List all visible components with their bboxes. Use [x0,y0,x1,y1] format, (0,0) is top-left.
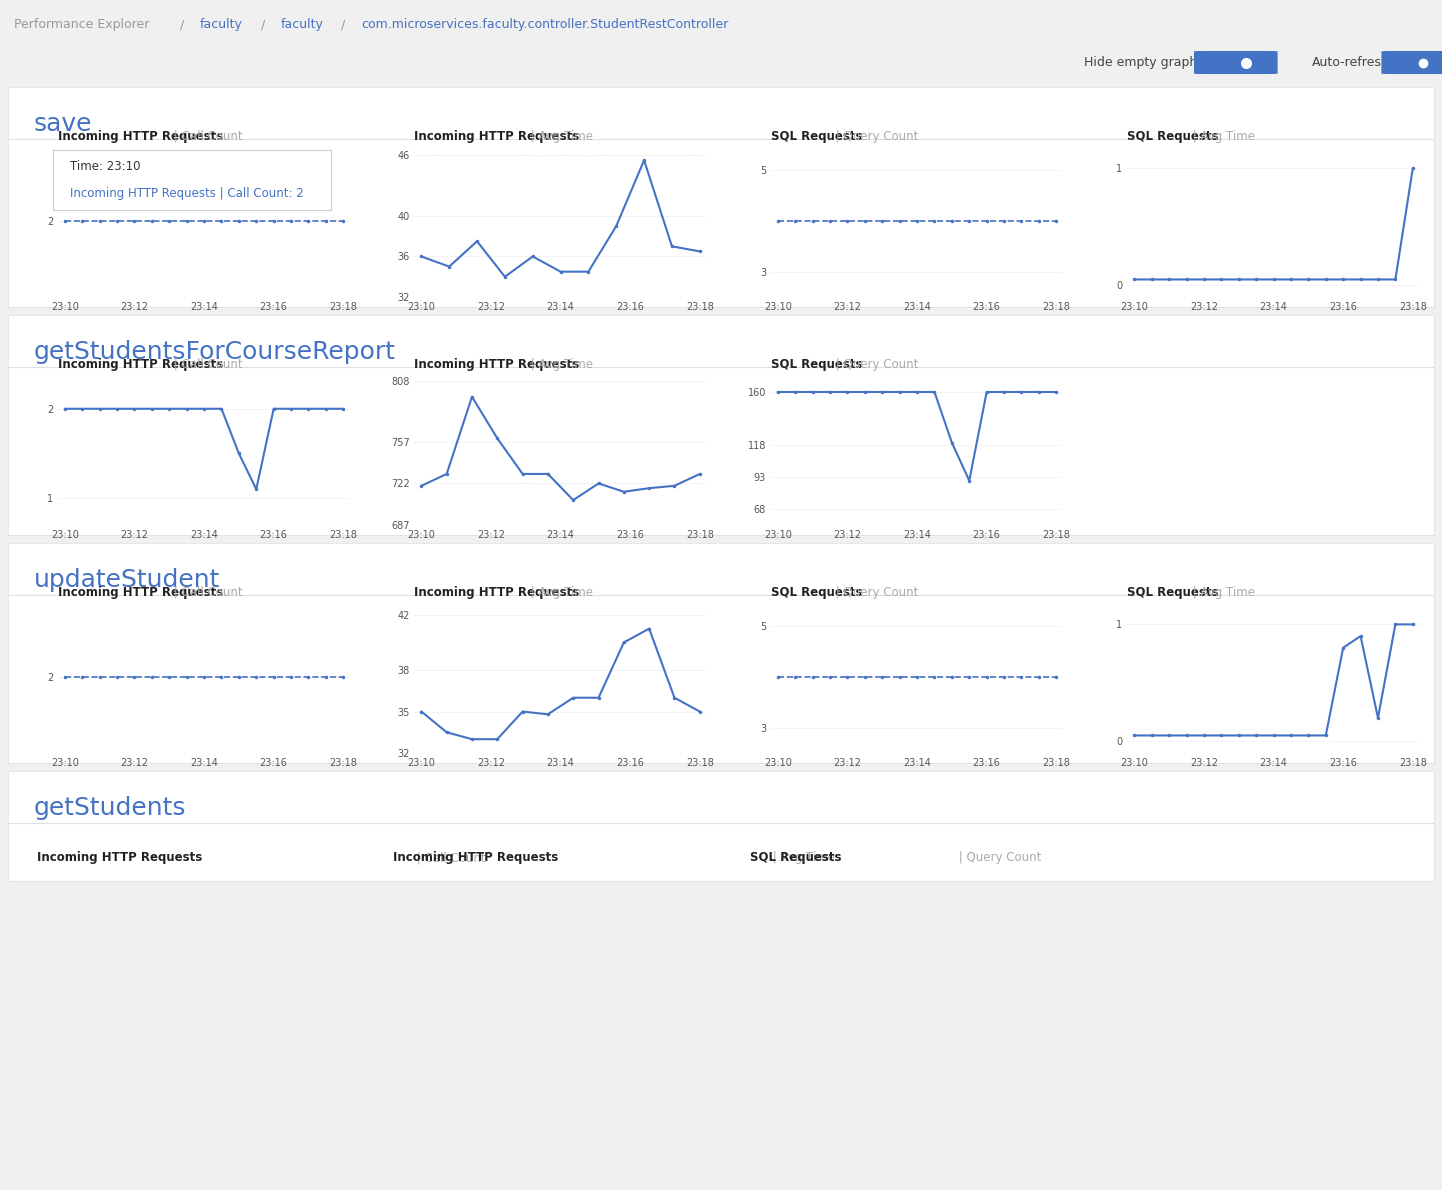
Text: | Avg Time: | Avg Time [1188,130,1255,143]
Text: Incoming HTTP Requests: Incoming HTTP Requests [414,358,580,371]
Text: Hide empty graphs: Hide empty graphs [1084,56,1204,69]
Text: /: / [176,18,187,31]
Text: | Call Count: | Call Count [170,358,242,371]
Text: SQL Requests: SQL Requests [1128,585,1218,599]
Text: save: save [33,112,92,136]
Text: faculty: faculty [200,18,244,31]
Text: updateStudent: updateStudent [33,568,221,591]
Text: Incoming HTTP Requests: Incoming HTTP Requests [36,851,202,864]
Text: SQL Requests: SQL Requests [750,851,841,864]
Text: | Query Count: | Query Count [832,130,919,143]
Text: SQL Requests: SQL Requests [771,130,862,143]
Text: Incoming HTTP Requests: Incoming HTTP Requests [58,130,224,143]
Text: getStudentsForCourseReport: getStudentsForCourseReport [33,340,395,364]
Text: Incoming HTTP Requests | Call Count: 2: Incoming HTTP Requests | Call Count: 2 [69,187,303,200]
Text: | Query Count: | Query Count [832,358,919,371]
Text: | Avg Time: | Avg Time [526,358,593,371]
Text: | Avg Time: | Avg Time [770,851,835,864]
Text: Incoming HTTP Requests: Incoming HTTP Requests [58,585,224,599]
Text: Incoming HTTP Requests: Incoming HTTP Requests [394,851,558,864]
Text: SQL Requests: SQL Requests [771,585,862,599]
FancyBboxPatch shape [1381,51,1442,74]
Text: | Avg Time: | Avg Time [526,130,593,143]
Text: getStudents: getStudents [33,796,186,820]
Text: Performance Explorer: Performance Explorer [14,18,150,31]
Text: /: / [337,18,349,31]
Text: /: / [257,18,268,31]
Text: SQL Requests: SQL Requests [771,358,862,371]
Text: SQL Requests: SQL Requests [1128,130,1218,143]
Text: faculty: faculty [281,18,324,31]
Text: | Call Count: | Call Count [170,130,242,143]
Text: | Call Count: | Call Count [412,851,486,864]
Text: Incoming HTTP Requests: Incoming HTTP Requests [58,358,224,371]
Text: Incoming HTTP Requests: Incoming HTTP Requests [414,585,580,599]
Text: | Query Count: | Query Count [832,585,919,599]
Text: | Call Count: | Call Count [170,585,242,599]
Text: | Avg Time: | Avg Time [526,585,593,599]
Text: Incoming HTTP Requests: Incoming HTTP Requests [414,130,580,143]
Text: com.microservices.faculty.controller.StudentRestController: com.microservices.faculty.controller.Stu… [362,18,728,31]
Text: Auto-refresh: Auto-refresh [1312,56,1390,69]
Text: Time: 23:10: Time: 23:10 [69,161,140,174]
Text: | Avg Time: | Avg Time [1188,585,1255,599]
Text: | Query Count: | Query Count [955,851,1041,864]
FancyBboxPatch shape [1194,51,1278,74]
